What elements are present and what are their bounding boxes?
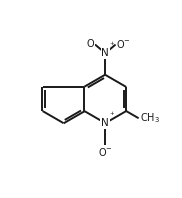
Text: $^{+}$: $^{+}$ <box>109 111 115 120</box>
Text: $^{+}$: $^{+}$ <box>108 40 115 49</box>
Text: N: N <box>101 118 109 128</box>
Text: CH$_{3}$: CH$_{3}$ <box>140 111 160 125</box>
Text: O$^{-}$: O$^{-}$ <box>116 38 131 50</box>
Text: N: N <box>101 48 109 58</box>
Text: O$^{-}$: O$^{-}$ <box>98 146 113 158</box>
Text: O: O <box>86 39 94 49</box>
